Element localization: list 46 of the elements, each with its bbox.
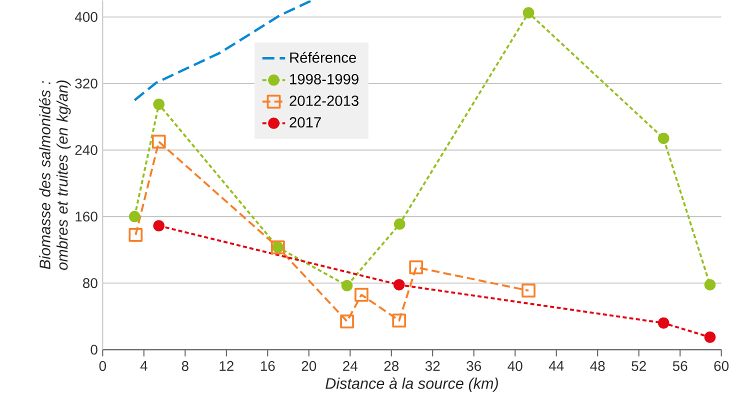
x-tick-label: 20 <box>302 361 316 371</box>
y-tick-label: 320 <box>75 78 98 88</box>
y-tick-label: 160 <box>76 212 98 222</box>
x-tick-label: 28 <box>384 361 399 371</box>
x-tick-label: 24 <box>343 361 358 371</box>
point <box>340 314 354 328</box>
x-tick-label: 40 <box>508 361 522 371</box>
point <box>153 98 165 110</box>
point <box>393 279 405 290</box>
x-tick-label: 52 <box>632 361 646 371</box>
x-tick-label: 8 <box>182 361 188 371</box>
point <box>522 284 536 298</box>
x-tick-label: 12 <box>220 361 234 371</box>
point <box>341 280 353 292</box>
x-tick-label: 48 <box>590 361 605 371</box>
y-tick-label: 0 <box>90 344 98 355</box>
x-axis-title: Distance à la source (km) <box>326 377 498 392</box>
x-tick-label: 36 <box>466 361 482 371</box>
x-tick-label: 56 <box>672 361 688 371</box>
y-axis-title: Biomasse des salmonidés : ombres et truites (en kg/an) <box>38 80 71 270</box>
point <box>704 279 716 290</box>
point <box>409 260 424 274</box>
x-tick-label: 60 <box>714 361 729 371</box>
x-tick-label: 0 <box>99 361 106 371</box>
x-tick-label: 32 <box>425 361 440 371</box>
point <box>128 210 140 222</box>
point <box>658 132 670 144</box>
point <box>394 218 406 230</box>
legend-label: 2017 <box>290 117 321 128</box>
point <box>354 288 368 302</box>
y-tick-label: 80 <box>82 278 98 288</box>
point <box>522 7 534 18</box>
legend-label: Référence <box>290 52 356 63</box>
legend-label: 2012-2013 <box>290 96 358 106</box>
x-tick-label: 4 <box>140 361 148 371</box>
point <box>704 332 716 343</box>
point <box>153 220 165 232</box>
legend-label: 1998-1999 <box>290 74 358 84</box>
point <box>658 317 670 329</box>
point <box>152 134 166 149</box>
x-tick-label: 16 <box>260 361 275 371</box>
point <box>392 314 406 328</box>
y-tick-label: 240 <box>75 145 98 156</box>
x-tick-label: 44 <box>548 361 564 371</box>
y-tick-label: 400 <box>74 12 98 22</box>
point <box>128 228 143 242</box>
